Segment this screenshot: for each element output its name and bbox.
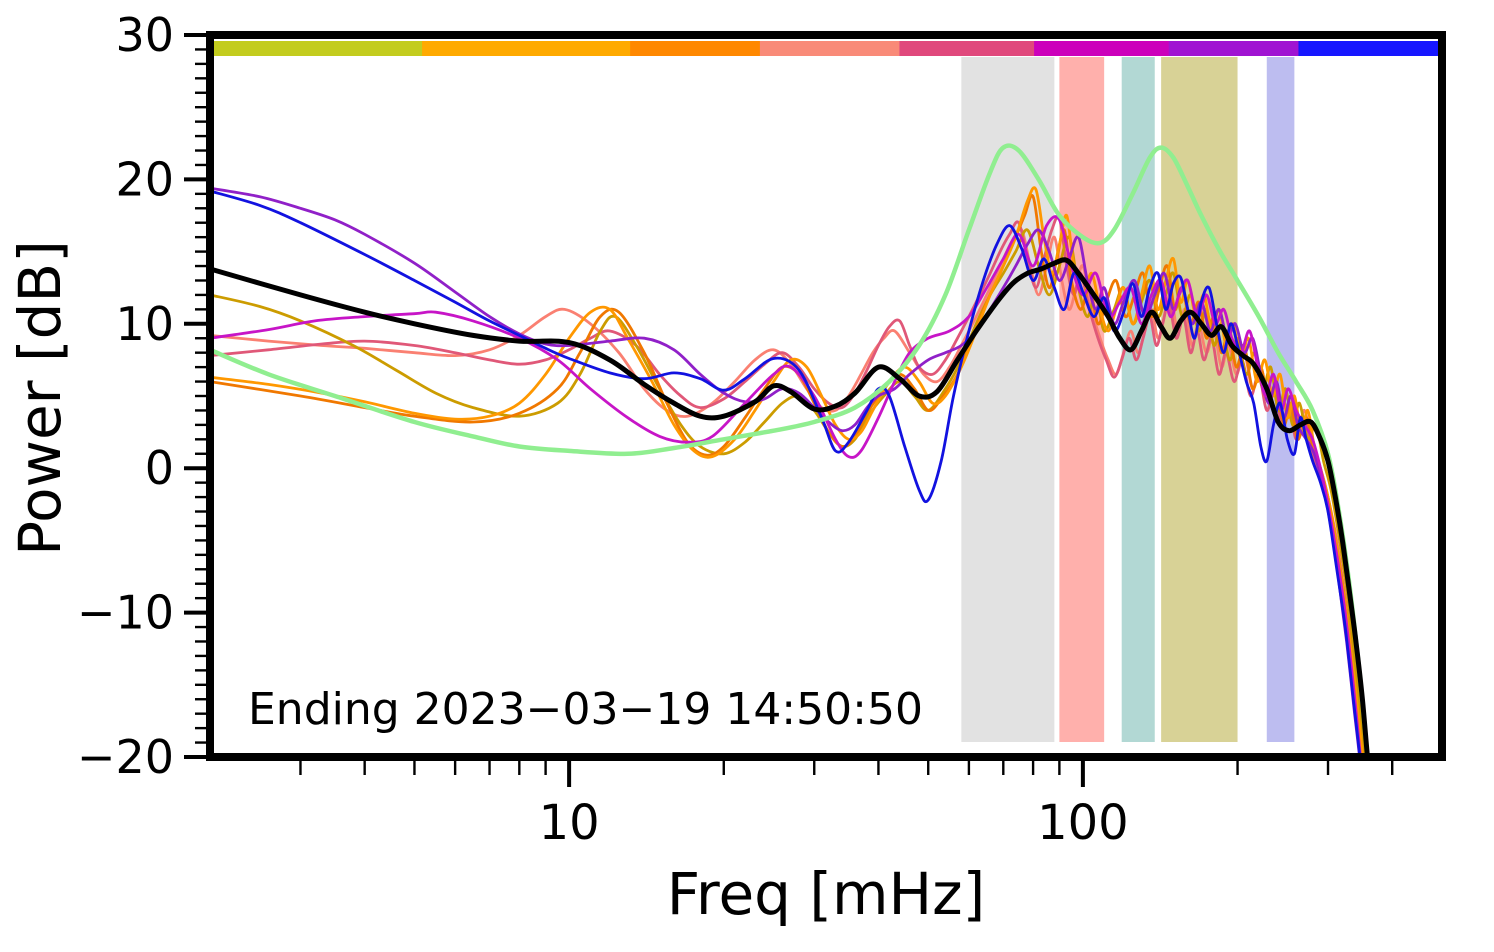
band-teal [1121,57,1155,742]
y-axis-title: Power [dB] [6,240,74,556]
time-colorbar [214,41,1439,56]
y-axis-ticks: 30 20 10 0 −10 −20 [77,8,206,784]
colorbar-segment-6 [1168,41,1300,56]
x-axis-ticks: 10 100 [299,761,1394,851]
band-olive [1161,57,1238,742]
plot-frame [206,31,1446,761]
series-pale-green [214,143,1370,753]
spectra-curves [214,143,1370,753]
y-tick-label: 30 [115,8,174,62]
colorbar-segment-3 [759,41,901,56]
colorbar-segment-1 [422,41,632,56]
y-tick-label: 0 [145,441,174,495]
colorbar-segment-2 [630,41,761,56]
series-orange-a [214,186,1364,753]
x-tick-label: 10 [539,795,600,851]
y-tick-label: 10 [115,297,174,351]
colorbar-segment-0 [214,41,424,56]
colorbar-segment-5 [1034,41,1170,56]
y-tick-label: −20 [77,730,174,784]
colorbar-segment-7 [1298,41,1439,56]
y-tick-label: −10 [77,586,174,640]
series-black-mean [214,257,1370,753]
colorbar-segment-4 [899,41,1036,56]
y-tick-label: 20 [115,152,174,206]
x-axis-title: Freq [mHz] [666,860,986,928]
ending-time-annotation: Ending 2023−03−19 14:50:50 [248,684,923,735]
band-gray [961,57,1055,742]
x-tick-label: 100 [1037,795,1129,851]
frequency-bands [961,57,1295,742]
band-red [1059,57,1105,742]
